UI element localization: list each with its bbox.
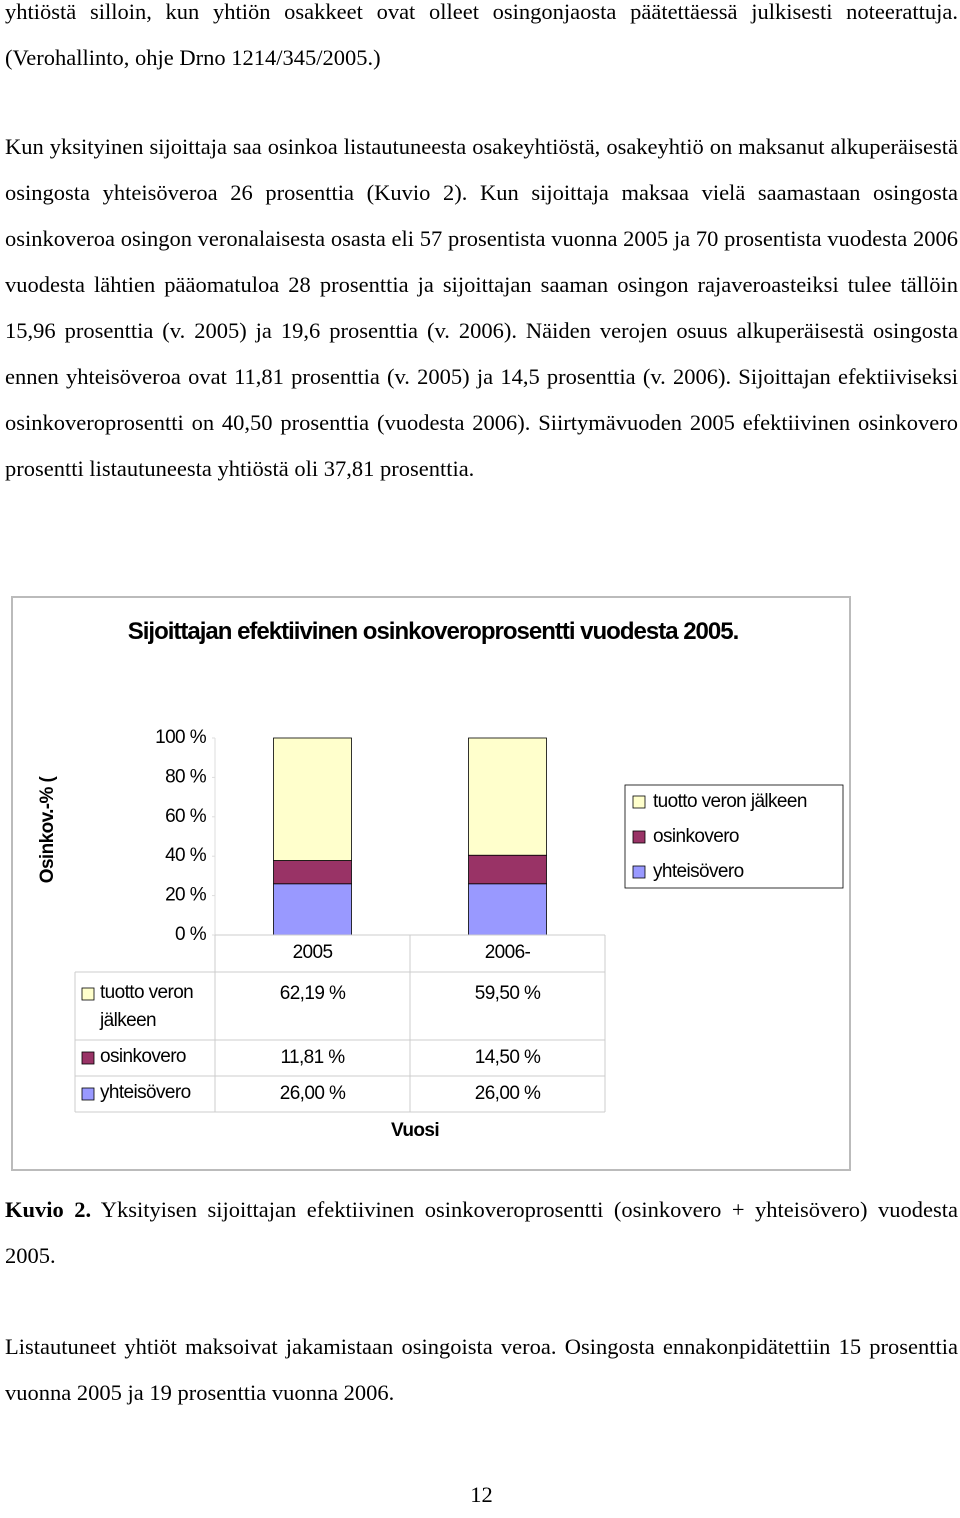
table-value: 59,50 % [475,983,541,1004]
x-tick-label: 2006- [485,942,531,963]
bar-segment [468,883,547,936]
legend-key [632,795,646,809]
bar-segment [468,854,547,885]
y-tick-label: 20 % [165,885,207,906]
chart-title: Sijoittajan efektiivinen osinkoveroprose… [127,618,740,645]
legend-key [81,987,95,1001]
legend-label: osinkovero [653,826,739,847]
table-row-label: tuotto veron jälkeen [100,982,194,1031]
page-number: 12 [470,1482,493,1507]
paragraph: Listautuneet yhtiöt maksoivat jakamistaa… [5,1334,958,1405]
legend-label: yhteisövero [653,861,744,882]
legend-key [81,1051,95,1065]
legend-key [81,1087,95,1101]
table-value: 11,81 % [280,1047,345,1068]
x-axis-label: Vuosi [391,1120,439,1141]
caption: Kuvio 2. Yksityisen sijoittajan efektiiv… [5,1187,958,1279]
legend-label: tuotto veron jälkeen [653,791,807,812]
legend-key [632,865,646,879]
bar-segment [273,860,352,885]
legend-box [624,784,844,889]
table-row-label: osinkovero [100,1046,186,1067]
y-tick-label: 80 % [165,766,207,787]
x-tick-label: 2005 [293,942,333,963]
bar-segment [273,883,352,936]
y-tick-label: 40 % [165,845,207,866]
y-tick-label: 100 % [155,727,207,748]
bar-segment [273,737,352,861]
paragraph: Kun yksityinen sijoittaja saa osinkoa li… [5,134,958,481]
y-tick-label: 60 % [165,806,207,827]
paragraph: yhtiöstä silloin, kun yhtiön osakkeet ov… [5,0,958,70]
caption-label: Kuvio 2. [5,1197,92,1222]
y-axis-label: Osinkov.-% ( [37,775,58,883]
caption-text: Yksityisen sijoittajan efektiivinen osin… [5,1197,958,1268]
bar-segment [468,737,547,856]
table-value: 14,50 % [475,1047,541,1068]
table-row-label: yhteisövero [100,1082,191,1103]
table-value: 26,00 % [280,1083,346,1104]
legend-key [632,830,646,844]
table-value: 26,00 % [475,1083,541,1104]
y-tick-label: 0 % [175,924,207,945]
table-value: 62,19 % [280,983,346,1004]
